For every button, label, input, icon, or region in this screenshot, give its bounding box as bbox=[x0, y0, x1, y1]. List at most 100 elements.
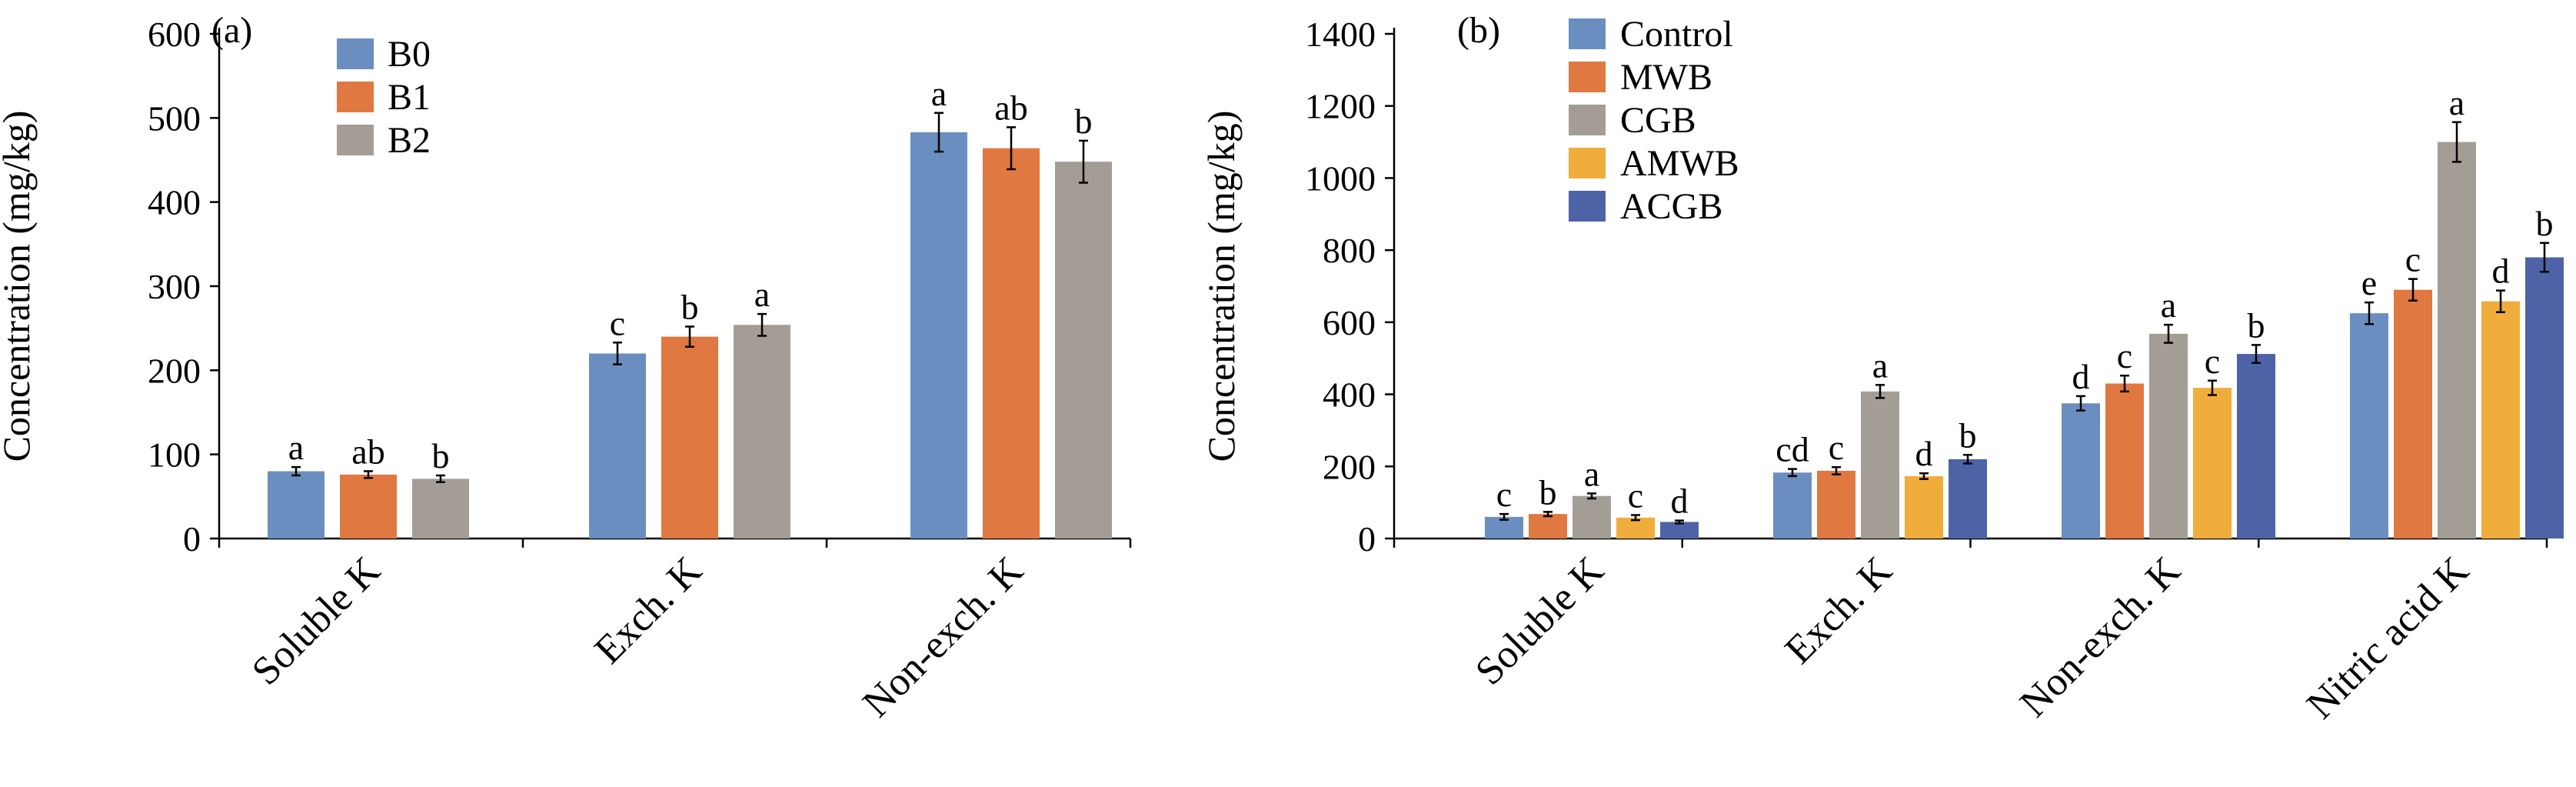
y-axis-label: Concentration (mg/kg) bbox=[1200, 111, 1243, 462]
y-tick-label: 1000 bbox=[1305, 158, 1376, 198]
bar bbox=[2438, 142, 2476, 539]
y-tick-label: 200 bbox=[148, 351, 201, 390]
bar bbox=[268, 471, 324, 539]
legend-label: Control bbox=[1620, 14, 1733, 55]
error-bar bbox=[1963, 454, 1972, 465]
bar bbox=[910, 132, 967, 539]
x-tick-label: Soluble K bbox=[244, 549, 389, 694]
error-bar bbox=[1587, 492, 1596, 500]
error-bar bbox=[1499, 512, 1509, 521]
bar bbox=[2062, 403, 2100, 539]
error-bar bbox=[2365, 301, 2374, 325]
chart-panel-a: 0 100 200 300 400 500 600 Concentration (mg/kg)… bbox=[0, 10, 1132, 726]
bar bbox=[1817, 470, 1855, 539]
significance-letter: b bbox=[1539, 472, 1557, 512]
legend-swatch bbox=[1569, 148, 1606, 178]
bar bbox=[2105, 383, 2144, 539]
y-tick-label: 100 bbox=[148, 435, 201, 475]
significance-letter: a bbox=[931, 74, 947, 113]
panel-label: (b) bbox=[1457, 10, 1500, 51]
bar bbox=[1905, 475, 1943, 539]
x-tick-label: Soluble K bbox=[1467, 549, 1612, 694]
legend-swatch bbox=[1569, 62, 1606, 92]
bar bbox=[983, 148, 1040, 539]
error-bar bbox=[1079, 139, 1088, 184]
significance-letter: b bbox=[432, 436, 450, 475]
error-bar bbox=[2408, 278, 2418, 302]
legend-swatch bbox=[337, 82, 374, 112]
x-tick-label: Exch. K bbox=[1777, 549, 1901, 672]
bar bbox=[2394, 289, 2432, 539]
significance-letter: a bbox=[1872, 345, 1888, 385]
bar bbox=[1660, 522, 1699, 539]
y-tick-label: 500 bbox=[148, 98, 201, 138]
significance-letter: ab bbox=[351, 432, 384, 472]
significance-letter: c bbox=[1829, 428, 1844, 467]
significance-letter: d bbox=[2072, 357, 2090, 396]
legend-label: MWB bbox=[1620, 57, 1712, 98]
legend-label: ACGB bbox=[1620, 186, 1722, 227]
legend-label: B1 bbox=[388, 77, 431, 118]
bar bbox=[734, 325, 790, 539]
significance-letter: d bbox=[1915, 434, 1933, 473]
significance-letter: b bbox=[681, 287, 699, 326]
bar bbox=[589, 353, 646, 539]
significance-letter: c bbox=[1628, 476, 1643, 515]
bar bbox=[2525, 257, 2564, 539]
error-bar bbox=[436, 474, 445, 483]
significance-letter: a bbox=[1584, 454, 1599, 493]
bar bbox=[1055, 162, 1112, 539]
bar bbox=[1861, 391, 1899, 539]
legend-label: B2 bbox=[388, 120, 431, 161]
y-tick-label: 600 bbox=[148, 15, 201, 54]
significance-letter: cd bbox=[1776, 430, 1809, 469]
error-bar bbox=[2540, 242, 2549, 273]
error-bar bbox=[1675, 519, 1684, 525]
y-tick-label: 0 bbox=[183, 519, 201, 559]
error-bar bbox=[291, 465, 301, 477]
significance-letter: b bbox=[2536, 204, 2554, 243]
error-bar bbox=[2496, 289, 2505, 313]
error-bar bbox=[1007, 126, 1016, 171]
significance-letter: c bbox=[2117, 336, 2132, 375]
significance-letter: e bbox=[2361, 263, 2377, 302]
y-tick-label: 200 bbox=[1323, 447, 1376, 486]
bar bbox=[1949, 459, 1987, 539]
bar bbox=[2350, 313, 2388, 539]
error-bar bbox=[1875, 384, 1885, 399]
chart-panel-b: 0 200 400 600 800 1000 1200 1400 Concentration (… bbox=[1200, 10, 2564, 727]
x-tick-label: Non-exch. K bbox=[854, 549, 1032, 726]
y-tick-label: 400 bbox=[148, 183, 201, 222]
error-bar bbox=[934, 112, 944, 153]
bar bbox=[2193, 388, 2232, 539]
significance-letter: d bbox=[2492, 252, 2510, 291]
legend-label: AMWB bbox=[1620, 143, 1739, 184]
error-bar bbox=[685, 325, 694, 348]
legend-swatch bbox=[337, 125, 374, 155]
bar bbox=[1573, 495, 1611, 539]
error-bar bbox=[2208, 379, 2217, 396]
error-bar bbox=[613, 342, 622, 365]
bar bbox=[412, 479, 469, 539]
significance-letter: d bbox=[1671, 482, 1689, 521]
x-tick-label: Nitric acid K bbox=[2298, 549, 2478, 728]
panel-label: (a) bbox=[211, 10, 252, 51]
significance-letter: a bbox=[2449, 83, 2465, 122]
x-tick-label: Non-exch. K bbox=[2012, 549, 2189, 726]
y-axis-label: Concentration (mg/kg) bbox=[0, 111, 38, 462]
significance-letter: b bbox=[2248, 305, 2265, 345]
significance-letter: c bbox=[2205, 342, 2220, 381]
significance-letter: a bbox=[288, 428, 304, 467]
legend-swatch bbox=[1569, 105, 1606, 135]
significance-letter: c bbox=[610, 303, 625, 342]
significance-letter: a bbox=[2161, 285, 2176, 325]
error-bar bbox=[2164, 323, 2173, 344]
significance-letter: c bbox=[1496, 475, 1512, 514]
legend-label: B0 bbox=[388, 34, 431, 75]
x-tick-label: Exch. K bbox=[587, 549, 711, 672]
legend-swatch bbox=[337, 38, 374, 69]
significance-letter: b bbox=[1075, 102, 1093, 141]
